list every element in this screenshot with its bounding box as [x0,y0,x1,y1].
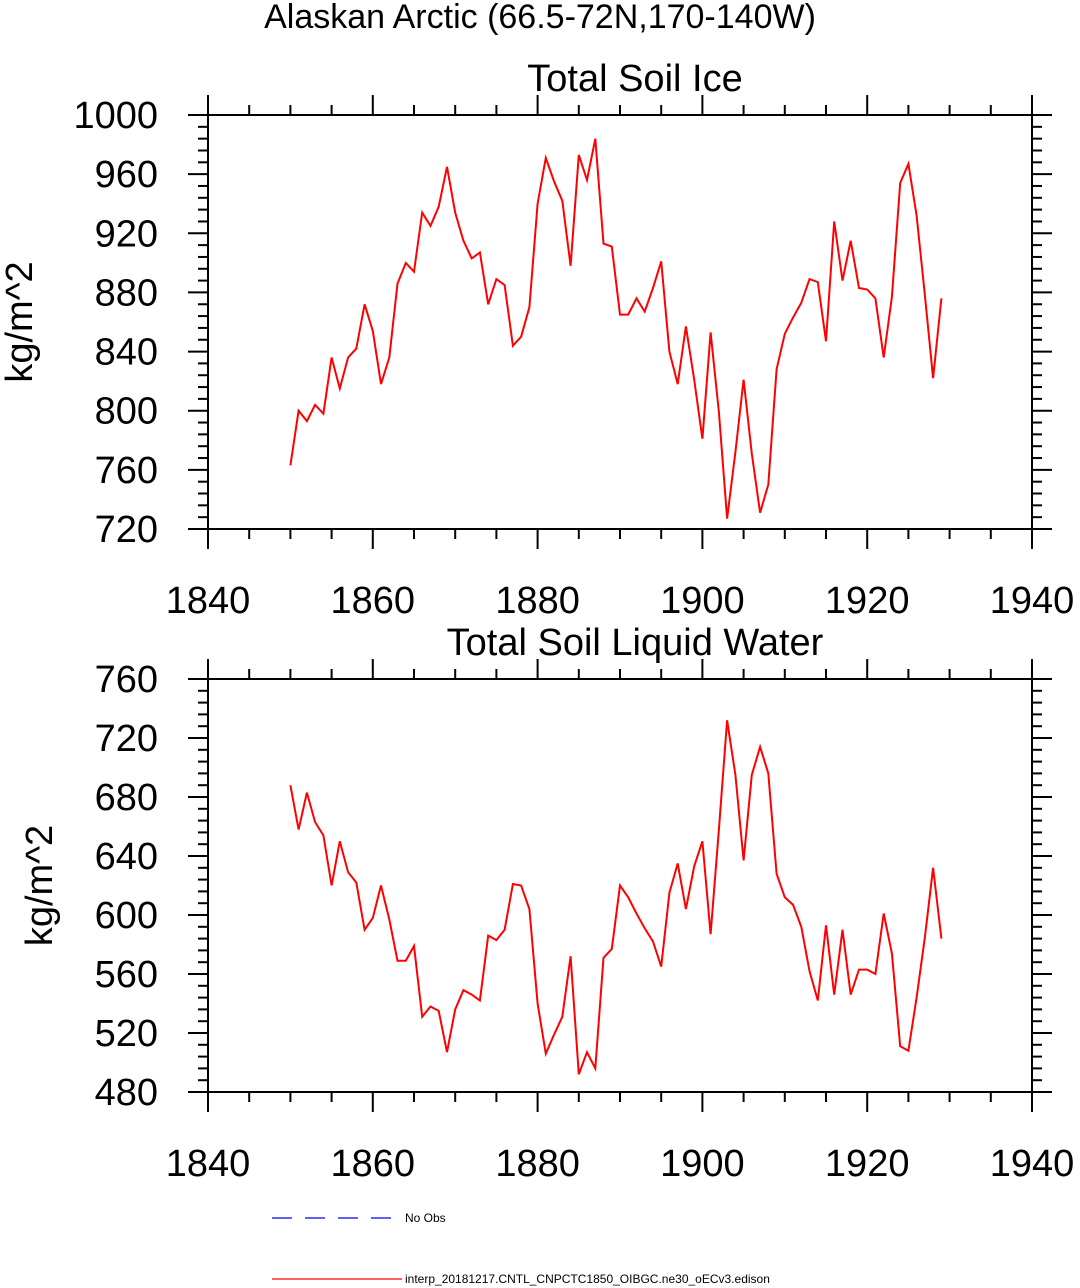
x-tick-label: 1940 [990,580,1075,622]
series-line [289,138,943,519]
y-tick-label: 760 [95,450,158,492]
y-axis-label: kg/m^2 [0,261,41,382]
x-tick-label: 1860 [331,580,416,622]
panel-title: Total Soil Liquid Water [447,622,824,664]
panel-1: Total Soil Ice 1840 1860 1880 1900 1920 1940 72… [0,58,1074,622]
x-tick-label: 1840 [166,1143,251,1185]
x-tick-label: 1900 [660,1143,745,1185]
y-tick-label: 560 [95,954,158,996]
panel-2: Total Soil Liquid Water 1840 1860 1880 1900 1… [19,622,1074,1185]
x-tick-label: 1840 [166,580,251,622]
y-tick-label: 520 [95,1013,158,1055]
x-tick-label: 1920 [825,580,910,622]
x-tick-label: 1860 [331,1143,416,1185]
legend: No Obs interp_20181217.CNTL_CNPCTC1850_O… [272,1211,770,1286]
panel-title: Total Soil Ice [527,58,742,100]
y-tick-label: 960 [95,154,158,196]
y-axis-label: kg/m^2 [19,825,61,946]
y-tick-label: 800 [95,391,158,433]
y-tick-label: 920 [95,213,158,255]
x-tick-label: 1880 [495,1143,580,1185]
y-tick-label: 760 [95,659,158,701]
y-tick-label: 640 [95,836,158,878]
y-tick-label: 480 [95,1072,158,1114]
y-tick-label: 720 [95,509,158,551]
y-tick-label: 680 [95,777,158,819]
x-tick-label: 1900 [660,580,745,622]
x-tick-label: 1920 [825,1143,910,1185]
series-line [289,720,943,1075]
y-tick-label: 720 [95,718,158,760]
legend-label-no-obs: No Obs [405,1211,446,1225]
y-tick-label: 1000 [73,95,158,137]
y-tick-label: 600 [95,895,158,937]
legend-label-model: interp_20181217.CNTL_CNPCTC1850_OIBGC.ne… [405,1272,770,1286]
y-tick-label: 880 [95,272,158,314]
figure-title: Alaskan Arctic (66.5-72N,170-140W) [264,0,816,36]
x-tick-label: 1940 [990,1143,1075,1185]
y-tick-label: 840 [95,332,158,374]
plot-frame [207,114,1033,530]
x-tick-label: 1880 [495,580,580,622]
